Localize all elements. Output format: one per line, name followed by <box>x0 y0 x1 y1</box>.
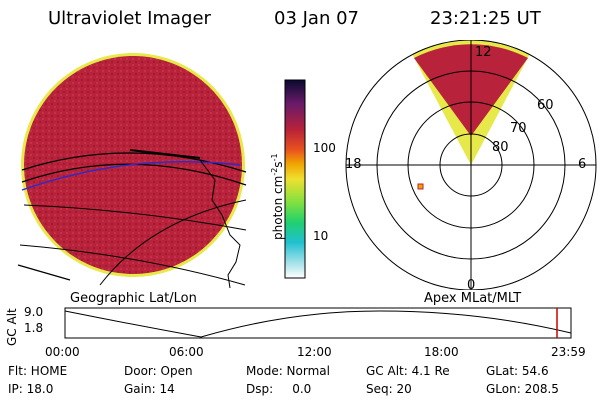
mlt-label-12: 12 <box>475 45 492 60</box>
mlt-label-6: 6 <box>578 157 587 172</box>
mlt-label-18: 18 <box>345 157 362 172</box>
alt-ytick-9: 9.0 <box>24 305 44 319</box>
alt-xtick-2359: 23:59 <box>551 345 586 359</box>
colorbar-tick-100: 100 <box>313 141 336 155</box>
longitude-line <box>99 199 247 286</box>
image-time: 23:21:25 UT <box>430 8 541 29</box>
info-door: Door: Open <box>124 364 193 378</box>
mlt-label-0: 0 <box>467 278 476 293</box>
info-gain: Gain: 14 <box>124 382 175 396</box>
latitude-line <box>23 204 247 231</box>
info-ip: IP: 18.0 <box>8 382 54 396</box>
alt-ytick-1-8: 1.8 <box>24 321 44 335</box>
info-flt: Flt: HOME <box>8 364 68 378</box>
mlat-label-70: 70 <box>510 121 527 136</box>
altitude-plot <box>64 307 572 339</box>
image-date: 03 Jan 07 <box>274 8 359 29</box>
longitude-line <box>17 264 71 281</box>
coastline <box>199 159 241 289</box>
latitude-line <box>19 244 246 286</box>
terminator-line <box>21 160 241 191</box>
colorbar-unit-label: photon cm-2s-1 <box>270 153 285 240</box>
mlat-label-80: 80 <box>492 140 509 155</box>
altitude-plot-frame <box>64 307 572 339</box>
colorbar <box>284 79 306 279</box>
info-glon: GLon: 208.5 <box>486 382 559 396</box>
latitude-line <box>21 152 247 173</box>
mlat-label-60: 60 <box>537 98 554 113</box>
polar-plot <box>345 40 597 290</box>
alt-xtick-0600: 06:00 <box>169 345 204 359</box>
coastline <box>129 149 201 159</box>
bright-spot <box>417 183 424 190</box>
colorbar-tick-10: 10 <box>313 229 329 243</box>
right-panel-label: Apex MLat/MLT <box>424 291 522 306</box>
geographic-image <box>17 53 247 289</box>
info-glat: GLat: 54.6 <box>486 364 549 378</box>
alt-xtick-1200: 12:00 <box>297 345 332 359</box>
alt-xtick-1800: 18:00 <box>424 345 459 359</box>
info-gc-alt: GC Alt: 4.1 Re <box>366 364 450 378</box>
alt-xtick-0000: 00:00 <box>45 345 80 359</box>
info-seq: Seq: 20 <box>366 382 412 396</box>
alt-ylabel: GC Alt <box>5 308 19 346</box>
app-title: Ultraviolet Imager <box>48 8 211 29</box>
info-dsp: Dsp: 0.0 <box>246 382 312 396</box>
altitude-curve <box>64 310 572 338</box>
info-mode: Mode: Normal <box>246 364 330 378</box>
left-panel-label: Geographic Lat/Lon <box>70 291 197 306</box>
